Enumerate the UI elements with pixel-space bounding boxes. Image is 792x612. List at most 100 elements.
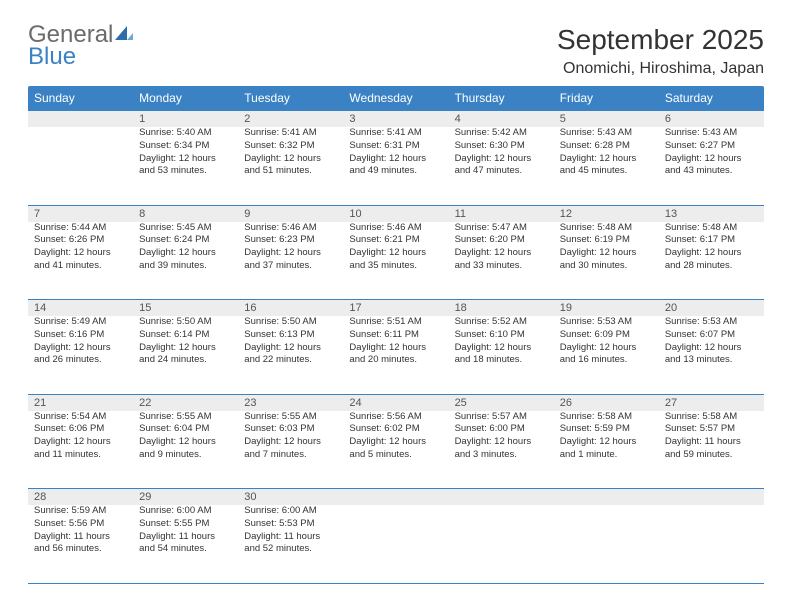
day-cell: Sunrise: 5:42 AMSunset: 6:30 PMDaylight:… [449,127,554,205]
day-info-line: Daylight: 11 hours [34,531,127,544]
day-info-line: Sunset: 6:02 PM [349,423,442,436]
day-info-line: Sunset: 6:07 PM [665,329,758,342]
day-info-line: Daylight: 12 hours [560,153,653,166]
day-info-line: Sunrise: 5:57 AM [455,411,548,424]
week-2: Sunrise: 5:49 AMSunset: 6:16 PMDaylight:… [28,316,764,394]
day-info-line: Sunrise: 5:41 AM [349,127,442,140]
day-info-line: Sunset: 6:30 PM [455,140,548,153]
day-info-line: and 41 minutes. [34,260,127,273]
day-info-line: and 16 minutes. [560,354,653,367]
day-info-line: and 13 minutes. [665,354,758,367]
day-info-line: Daylight: 12 hours [349,436,442,449]
daynum-cell: 14 [28,300,133,317]
day-info-line: Sunset: 5:55 PM [139,518,232,531]
day-info-line: Daylight: 12 hours [349,153,442,166]
day-info-line: and 5 minutes. [349,449,442,462]
day-info-line: Daylight: 12 hours [244,342,337,355]
day-info-line: and 37 minutes. [244,260,337,273]
day-cell: Sunrise: 5:58 AMSunset: 5:59 PMDaylight:… [554,411,659,489]
day-cell: Sunrise: 5:45 AMSunset: 6:24 PMDaylight:… [133,222,238,300]
day-info-line: Daylight: 12 hours [244,436,337,449]
day-info-line: Sunrise: 5:58 AM [665,411,758,424]
daynum-cell: 29 [133,489,238,506]
day-cell: Sunrise: 5:55 AMSunset: 6:03 PMDaylight:… [238,411,343,489]
daynum-cell: 12 [554,205,659,222]
week-1: Sunrise: 5:44 AMSunset: 6:26 PMDaylight:… [28,222,764,300]
day-info-line: and 22 minutes. [244,354,337,367]
day-info-line: and 7 minutes. [244,449,337,462]
day-info-line: Sunset: 5:56 PM [34,518,127,531]
day-info-line: Sunrise: 5:55 AM [244,411,337,424]
day-info-line: and 53 minutes. [139,165,232,178]
day-info-line: Sunrise: 5:48 AM [665,222,758,235]
day-cell: Sunrise: 5:43 AMSunset: 6:27 PMDaylight:… [659,127,764,205]
week-3-daynum-row: 21222324252627 [28,394,764,411]
day-cell: Sunrise: 5:46 AMSunset: 6:21 PMDaylight:… [343,222,448,300]
day-info-line: and 24 minutes. [139,354,232,367]
day-cell: Sunrise: 5:57 AMSunset: 6:00 PMDaylight:… [449,411,554,489]
day-cell: Sunrise: 5:52 AMSunset: 6:10 PMDaylight:… [449,316,554,394]
day-info-line: Sunset: 6:27 PM [665,140,758,153]
day-info-line: Daylight: 12 hours [455,247,548,260]
daynum-cell: 23 [238,394,343,411]
daynum-cell: 2 [238,111,343,128]
day-info-line: Sunset: 6:24 PM [139,234,232,247]
day-info-line: Sunrise: 5:50 AM [139,316,232,329]
day-info-line: and 35 minutes. [349,260,442,273]
dow-saturday: Saturday [659,86,764,111]
daynum-cell: 21 [28,394,133,411]
logo-text: General Blue [28,24,135,68]
day-cell [659,505,764,583]
daynum-cell [554,489,659,506]
week-2-daynum-row: 14151617181920 [28,300,764,317]
daynum-cell: 3 [343,111,448,128]
daynum-cell [343,489,448,506]
day-info-line: Sunset: 5:53 PM [244,518,337,531]
day-info-line: and 59 minutes. [665,449,758,462]
day-info-line: Daylight: 12 hours [560,436,653,449]
dow-tuesday: Tuesday [238,86,343,111]
page: General Blue September 2025 Onomichi, Hi… [0,0,792,608]
day-info-line: Sunrise: 6:00 AM [139,505,232,518]
week-4-daynum-row: 282930 [28,489,764,506]
day-info-line: Sunrise: 5:48 AM [560,222,653,235]
day-info-line: Daylight: 12 hours [139,153,232,166]
day-info-line: Sunrise: 5:40 AM [139,127,232,140]
day-info-line: Daylight: 12 hours [455,342,548,355]
day-info-line: Daylight: 11 hours [244,531,337,544]
day-info-line: Sunset: 6:21 PM [349,234,442,247]
week-1-daynum-row: 78910111213 [28,205,764,222]
week-3: Sunrise: 5:54 AMSunset: 6:06 PMDaylight:… [28,411,764,489]
day-cell: Sunrise: 5:53 AMSunset: 6:07 PMDaylight:… [659,316,764,394]
day-cell: Sunrise: 5:46 AMSunset: 6:23 PMDaylight:… [238,222,343,300]
day-info-line: and 1 minute. [560,449,653,462]
day-cell: Sunrise: 5:50 AMSunset: 6:14 PMDaylight:… [133,316,238,394]
day-info-line: and 52 minutes. [244,543,337,556]
day-info-line: Sunset: 6:17 PM [665,234,758,247]
daynum-cell: 16 [238,300,343,317]
day-info-line: Sunrise: 5:55 AM [139,411,232,424]
month-title: September 2025 [557,24,764,56]
location: Onomichi, Hiroshima, Japan [557,60,764,78]
day-info-line: Daylight: 12 hours [34,247,127,260]
day-info-line: Daylight: 12 hours [560,342,653,355]
day-info-line: and 51 minutes. [244,165,337,178]
day-info-line: and 54 minutes. [139,543,232,556]
daynum-cell: 26 [554,394,659,411]
day-info-line: and 18 minutes. [455,354,548,367]
daynum-cell [659,489,764,506]
dow-thursday: Thursday [449,86,554,111]
day-cell [554,505,659,583]
daynum-cell: 18 [449,300,554,317]
day-cell: Sunrise: 5:58 AMSunset: 5:57 PMDaylight:… [659,411,764,489]
daynum-cell: 11 [449,205,554,222]
day-cell: Sunrise: 5:48 AMSunset: 6:19 PMDaylight:… [554,222,659,300]
day-info-line: and 26 minutes. [34,354,127,367]
day-info-line: Sunrise: 5:45 AM [139,222,232,235]
daynum-cell: 10 [343,205,448,222]
day-cell: Sunrise: 5:59 AMSunset: 5:56 PMDaylight:… [28,505,133,583]
day-info-line: Daylight: 12 hours [455,153,548,166]
daynum-cell: 8 [133,205,238,222]
day-cell [343,505,448,583]
day-info-line: Daylight: 12 hours [244,247,337,260]
